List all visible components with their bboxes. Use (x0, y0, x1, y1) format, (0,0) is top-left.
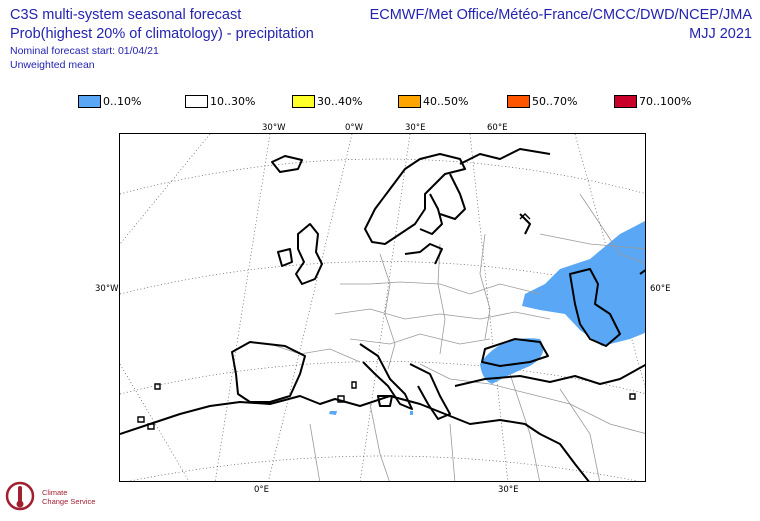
grid-label-top-30w: 30°W (262, 123, 286, 133)
mean-type: Unweighted mean (10, 59, 95, 71)
legend-label: 70..100% (639, 95, 692, 108)
grid-label-bottom-0: 0°E (254, 485, 270, 495)
climate-logo-icon (5, 481, 35, 511)
map-canvas (120, 134, 645, 481)
title-block: C3S multi-system seasonal forecast Prob(… (10, 6, 314, 72)
legend-item: 50..70% (507, 95, 577, 108)
legend-swatch (398, 95, 421, 108)
grid-label-bottom-30e: 30°E (498, 485, 519, 495)
grid-label-right-60e: 60°E (650, 284, 671, 294)
legend-label: 0..10% (103, 95, 142, 108)
country-borders (269, 193, 645, 481)
legend-swatch (614, 95, 637, 108)
shaded-region-0-10 (329, 221, 645, 415)
legend-item: 0..10% (78, 95, 141, 108)
legend-swatch (78, 95, 101, 108)
legend: 0..10% 10..30% 30..40% 40..50% 50..70% 7… (0, 95, 760, 111)
legend-label: 40..50% (423, 95, 469, 108)
providers: ECMWF/Met Office/Météo-France/CMCC/DWD/N… (369, 7, 752, 23)
grid-label-top-60e: 60°E (487, 123, 508, 133)
grid-label-top-0: 0°W (345, 123, 364, 133)
islands (137, 213, 636, 430)
grid-label-left-30w: 30°W (95, 284, 119, 294)
logo-line2: Change Service (42, 497, 96, 506)
forecast-start: Nominal forecast start: 01/04/21 (10, 45, 159, 57)
legend-swatch (185, 95, 208, 108)
map-frame (119, 133, 646, 482)
legend-item: 30..40% (292, 95, 362, 108)
legend-item: 10..30% (185, 95, 255, 108)
legend-item: 70..100% (614, 95, 691, 108)
legend-item: 40..50% (398, 95, 468, 108)
map-subtitle: Prob(highest 20% of climatology) - preci… (10, 26, 314, 42)
forecast-period: MJJ 2021 (689, 26, 752, 42)
c3s-logo: Climate Change Service (4, 476, 114, 518)
provider-block: ECMWF/Met Office/Météo-France/CMCC/DWD/N… (370, 6, 752, 44)
graticule (120, 134, 645, 481)
logo-line1: Climate (42, 488, 68, 497)
legend-label: 30..40% (317, 95, 363, 108)
logo-text: Climate Change Service (42, 488, 95, 506)
legend-swatch (507, 95, 530, 108)
map-title: C3S multi-system seasonal forecast (10, 7, 242, 23)
legend-swatch (292, 95, 315, 108)
legend-label: 10..30% (210, 95, 256, 108)
coastlines (120, 148, 645, 481)
grid-label-top-30e: 30°E (405, 123, 426, 133)
legend-label: 50..70% (532, 95, 578, 108)
